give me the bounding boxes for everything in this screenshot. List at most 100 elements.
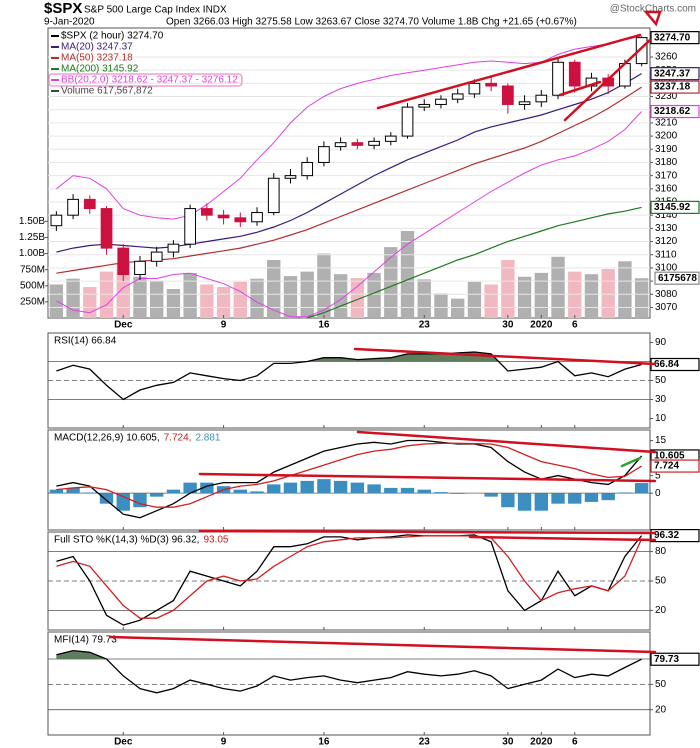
candle-body [117,247,130,276]
volume-bar [200,284,214,318]
histogram-bar [283,482,298,494]
histogram-bar [618,492,632,494]
y-tick-label: 3140 [655,210,678,221]
y-tick-label: 3170 [655,170,678,181]
x-tick-label: Dec [114,737,133,748]
y-tick-label: 3210 [655,118,678,129]
candle-body [301,161,314,177]
candle-body [267,177,280,214]
volume-tick-label: 500M [20,280,45,291]
candle-body [568,61,581,87]
candle-body [535,94,548,103]
histogram-bar [634,483,649,494]
histogram-bar [99,493,114,504]
panel-frame [47,631,651,736]
x-tick-label: 2020 [530,737,553,748]
volume-bar [317,253,331,318]
candle-body [67,198,79,216]
x-tick-label: 6 [572,320,578,331]
histogram-bar [534,493,548,511]
volume-bar [283,276,298,318]
histogram-bar [333,480,348,494]
date: 9-Jan-2020 [44,17,95,28]
volume-bar [501,260,515,318]
legend-entry: MFI(14) 79.73 [54,635,117,646]
candle-body [83,198,96,210]
indicator-line [56,442,642,508]
value-badge-label: 3237.18 [654,82,691,93]
value-badge [650,80,700,94]
y-tick-label: 20 [655,605,667,616]
histogram-bar [417,489,431,494]
volume-bar [300,271,314,318]
value-badge-label: 96.32 [654,530,679,541]
value-badge [650,31,700,45]
candle-body [435,98,447,105]
histogram-bar [317,479,331,494]
value-badge [650,200,700,214]
volume-bar [467,281,482,318]
subtitle: S&P 500 Large Cap Index INDX [84,5,227,16]
volume-bar [133,276,147,318]
histogram-bar [66,487,80,494]
volume-bar [601,269,615,318]
value-badge [650,67,700,81]
legend-entry: MA(20) 3247.37 [61,42,133,53]
y-tick-label: 3100 [655,263,678,274]
volume-bar [83,287,97,318]
volume-tick-label: 1.25B [19,232,45,243]
volume-bar [116,263,130,318]
value-badge-label: 3274.70 [654,32,691,43]
indicator-line [56,535,643,619]
legend-entry: MA(50) 3237.18 [61,53,133,64]
value-badge [650,652,700,666]
histogram-bar [150,493,164,497]
moving-average [307,206,642,319]
histogram-bar [434,492,448,494]
y-tick-label: 10 [655,413,667,424]
trend-line [198,472,657,483]
value-badge-label: 7.724 [654,461,679,472]
y-tick-label: 3230 [655,91,678,102]
y-tick-label: 15 [655,435,667,446]
volume-bar [568,271,582,318]
x-tick-label: 16 [318,737,330,748]
volume-bar [451,298,465,318]
indicator-line [56,351,642,401]
candle-body [100,208,113,249]
histogram-bar [300,480,314,494]
candle-body [451,93,464,100]
candle-body [318,146,330,163]
candle-body [418,103,431,108]
volume-bar [434,293,448,318]
legend-entry: Full STO %K(14,3) %D(3) 96.32, [54,535,199,546]
histogram-bar [200,482,214,494]
moving-average [56,73,642,253]
volume-tick-label: 1.50B [19,216,45,227]
volume-bar [634,278,649,318]
overbought-fill [56,352,642,362]
legend-entry: MACD(12,26,9) 10.605, [54,433,160,444]
y-tick-label: 30 [655,394,667,405]
histogram-bar [183,482,197,494]
y-tick-label: 50 [655,679,667,690]
x-tick-label: 6 [572,737,578,748]
histogram-bar [250,491,264,494]
y-tick-label: 80 [655,546,667,557]
y-tick-label: 3080 [655,289,678,300]
trend-line [108,635,657,654]
volume-bar [183,272,197,318]
candle-body [134,260,146,275]
bollinger-band [56,111,642,318]
quote: Open 3266.03 High 3275.58 Low 3263.67 Cl… [166,17,577,28]
candle-body [284,175,297,179]
trend-arrow [643,10,662,27]
candle-body [167,243,180,253]
legend-entry: Volume 617,567,872 [61,86,153,97]
histogram-bar [384,487,398,494]
candle-body [201,208,213,216]
trend-line [376,33,642,110]
trend-line [558,80,602,97]
histogram-bar [83,492,97,494]
